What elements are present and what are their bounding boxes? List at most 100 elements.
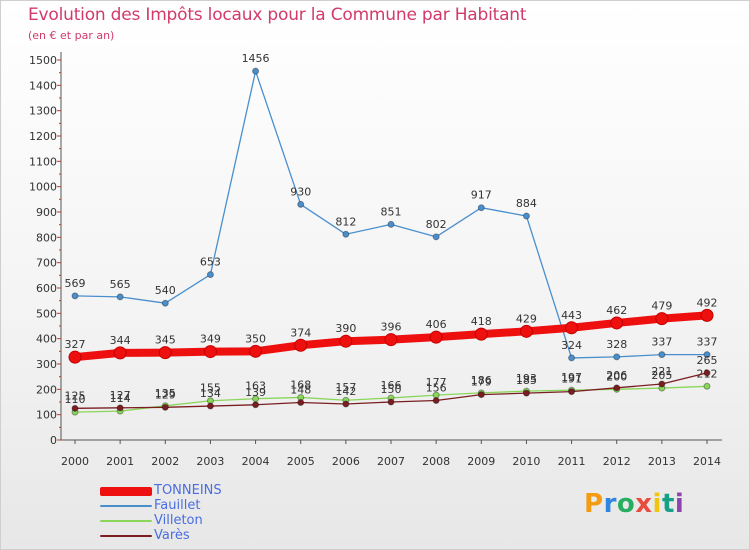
data-label-villeton: 114 <box>110 392 131 405</box>
data-label-tonneins: 327 <box>65 338 86 351</box>
x-tick-label: 2013 <box>648 455 676 468</box>
x-tick-label: 2010 <box>512 455 540 468</box>
y-tick-label: 700 <box>36 257 57 270</box>
data-label-tonneins: 406 <box>426 318 447 331</box>
data-point-tonneins <box>700 308 714 322</box>
data-label-tonneins: 374 <box>290 326 311 339</box>
data-label-vars: 185 <box>516 374 537 387</box>
data-point-vars <box>568 388 576 396</box>
data-point-tonneins <box>519 324 533 338</box>
data-label-tonneins: 390 <box>335 322 356 335</box>
data-point-tonneins <box>339 334 353 348</box>
logo-letter: o <box>616 489 636 519</box>
y-tick-label: 1300 <box>29 105 57 118</box>
y-tick-label: 600 <box>36 282 57 295</box>
y-tick-label: 1200 <box>29 130 57 143</box>
data-label-villeton: 110 <box>65 393 86 406</box>
data-label-vars: 179 <box>471 376 492 389</box>
data-label-fauillet: 337 <box>651 336 672 349</box>
chart-subtitle: (en € et par an) <box>28 29 115 42</box>
data-point-tonneins <box>294 338 308 352</box>
legend-item-fauillet: Fauillet <box>100 498 300 514</box>
data-point-vars <box>252 401 260 409</box>
proxiti-logo: Proxiti <box>584 489 684 519</box>
data-label-villeton: 155 <box>200 382 221 395</box>
legend-label-villeton: Villeton <box>154 513 203 528</box>
data-label-tonneins: 418 <box>471 315 492 328</box>
y-tick-label: 1100 <box>29 155 57 168</box>
data-point-fauillet <box>387 220 395 228</box>
x-tick-label: 2004 <box>242 455 270 468</box>
data-label-vars: 127 <box>110 389 131 402</box>
data-point-vars <box>342 400 350 408</box>
data-label-tonneins: 349 <box>200 333 221 346</box>
y-tick-label: 100 <box>36 409 57 422</box>
data-label-vars: 148 <box>290 384 311 397</box>
x-tick-label: 2011 <box>558 455 586 468</box>
data-label-tonneins: 492 <box>697 296 718 309</box>
x-tick-label: 2000 <box>61 455 89 468</box>
legend: TONNEINS Fauillet Villeton Varès <box>100 483 300 544</box>
data-point-fauillet <box>477 204 485 212</box>
data-label-villeton: 168 <box>290 378 311 391</box>
data-label-fauillet: 917 <box>471 189 492 202</box>
y-tick-label: 400 <box>36 333 57 346</box>
data-point-fauillet <box>161 299 169 307</box>
data-point-vars <box>477 391 485 399</box>
data-point-vars <box>387 398 395 406</box>
data-point-tonneins <box>203 345 217 359</box>
data-label-tonneins: 462 <box>606 304 627 317</box>
data-label-tonneins: 396 <box>381 321 402 334</box>
data-label-villeton: 166 <box>381 379 402 392</box>
legend-item-vares: Varès <box>100 528 300 544</box>
data-label-vars: 129 <box>155 388 176 401</box>
data-label-vars: 206 <box>606 369 627 382</box>
data-point-villeton <box>703 382 711 390</box>
data-point-fauillet <box>206 271 214 279</box>
data-point-fauillet <box>432 233 440 241</box>
data-label-vars: 142 <box>335 385 356 398</box>
data-label-vars: 156 <box>426 381 447 394</box>
y-tick-label: 200 <box>36 383 57 396</box>
data-label-tonneins: 345 <box>155 334 176 347</box>
data-label-fauillet: 851 <box>381 205 402 218</box>
data-label-villeton: 135 <box>155 387 176 400</box>
chart-title: Evolution des Impôts locaux pour la Comm… <box>28 5 527 25</box>
x-tick-label: 2005 <box>287 455 315 468</box>
y-tick-label: 1000 <box>29 181 57 194</box>
data-label-tonneins: 350 <box>245 332 266 345</box>
data-label-fauillet: 1456 <box>242 52 270 65</box>
logo-letter: i <box>652 489 662 519</box>
logo-letter: x <box>635 489 653 519</box>
data-point-fauillet <box>342 230 350 238</box>
data-label-tonneins: 443 <box>561 309 582 322</box>
data-point-vars <box>703 369 711 377</box>
x-tick-label: 2007 <box>377 455 405 468</box>
legend-label-vares: Varès <box>154 528 190 543</box>
data-point-tonneins <box>655 312 669 326</box>
data-point-fauillet <box>297 200 305 208</box>
data-label-villeton: 163 <box>245 380 266 393</box>
data-label-tonneins: 344 <box>110 334 131 347</box>
data-label-vars: 134 <box>200 387 221 400</box>
data-label-fauillet: 653 <box>200 256 221 269</box>
y-tick-label: 500 <box>36 307 57 320</box>
data-point-tonneins <box>610 316 624 330</box>
data-label-fauillet: 802 <box>426 218 447 231</box>
data-label-villeton: 177 <box>426 376 447 389</box>
data-point-vars <box>522 389 530 397</box>
data-point-vars <box>71 404 79 412</box>
data-label-tonneins: 479 <box>651 300 672 313</box>
data-label-vars: 221 <box>651 365 672 378</box>
x-tick-label: 2012 <box>603 455 631 468</box>
data-label-villeton: 193 <box>516 372 537 385</box>
data-label-tonneins: 429 <box>516 312 537 325</box>
data-point-fauillet <box>568 354 576 362</box>
data-label-villeton: 205 <box>651 369 672 382</box>
data-label-fauillet: 324 <box>561 339 582 352</box>
x-tick-label: 2006 <box>332 455 360 468</box>
data-label-fauillet: 540 <box>155 284 176 297</box>
data-point-tonneins <box>113 346 127 360</box>
